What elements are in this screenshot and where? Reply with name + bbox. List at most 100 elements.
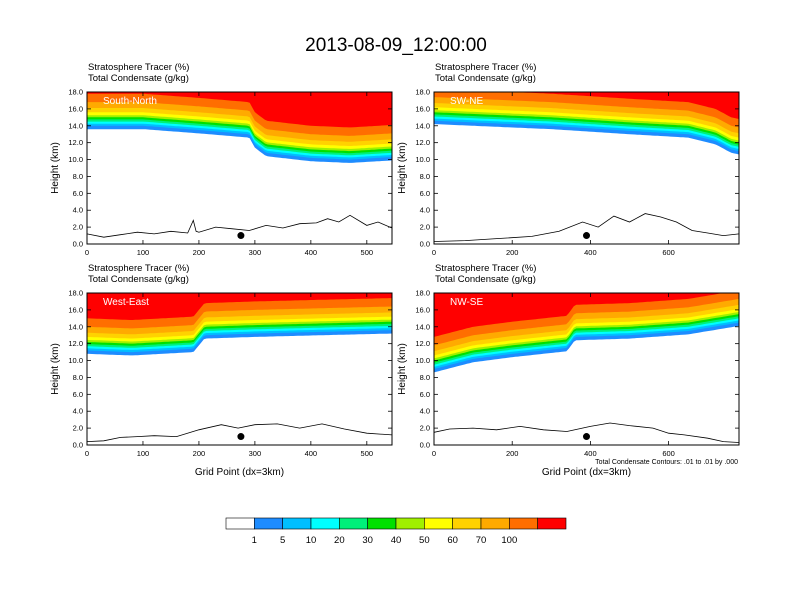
y-tick-label: 6.0 — [73, 189, 83, 198]
y-tick-label: 2.0 — [420, 424, 430, 433]
colorbar-swatch — [254, 517, 283, 530]
colorbar-swatch — [367, 517, 397, 530]
y-tick-label: 10.0 — [68, 356, 83, 365]
subtitle-tracer: Stratosphere Tracer (%) — [435, 62, 536, 73]
y-tick-label: 14.0 — [415, 121, 430, 130]
tracer-field — [87, 293, 392, 442]
y-tick-label: 18.0 — [68, 88, 83, 97]
y-tick-label: 12.0 — [68, 339, 83, 348]
y-axis-label: Height (km) — [50, 343, 61, 395]
y-tick-label: 0.0 — [73, 240, 83, 249]
x-tick-label: 0 — [85, 248, 89, 257]
subtitle-tracer: Stratosphere Tracer (%) — [88, 263, 189, 274]
colorbar-label: 30 — [362, 535, 373, 546]
x-tick-label: 300 — [249, 449, 262, 458]
x-tick-label: 600 — [662, 248, 675, 257]
tracer-band-11 — [87, 293, 392, 320]
plot-frame — [433, 91, 740, 245]
y-tick-label: 4.0 — [73, 407, 83, 416]
y-tick-label: 16.0 — [68, 305, 83, 314]
y-tick-label: 4.0 — [420, 206, 430, 215]
y-tick-label: 6.0 — [73, 390, 83, 399]
y-tick-label: 18.0 — [415, 289, 430, 298]
tracer-field — [434, 293, 739, 443]
colorbar-swatch — [509, 517, 538, 530]
tracer-band-11 — [434, 92, 739, 119]
x-tick-label: 400 — [305, 248, 318, 257]
y-tick-label: 14.0 — [415, 322, 430, 331]
footnote: Total Condensate Contours: .01 to .01 by… — [595, 459, 738, 466]
subtitle-condensate: Total Condensate (g/kg) — [435, 274, 536, 285]
x-tick-label: 0 — [432, 248, 436, 257]
colorbar-swatch — [395, 517, 425, 530]
x-tick-label: 400 — [584, 449, 597, 458]
y-tick-label: 16.0 — [68, 104, 83, 113]
y-axis-label: Height (km) — [50, 142, 61, 194]
terrain-line — [434, 422, 739, 443]
y-tick-label: 6.0 — [420, 390, 430, 399]
panel-label: NW-SE — [450, 297, 483, 308]
y-tick-label: 2.0 — [73, 223, 83, 232]
terrain-line — [87, 214, 392, 238]
figure-title: 2013-08-09_12:00:00 — [305, 35, 487, 56]
plot-frame — [86, 91, 393, 245]
tracer-band-11 — [434, 293, 739, 337]
x-tick-label: 200 — [193, 449, 206, 458]
colorbar-swatch — [452, 517, 482, 530]
colorbar: 1 5 10 20 30 40 50 60 70 100 — [225, 517, 567, 546]
y-tick-label: 12.0 — [415, 138, 430, 147]
colorbar-swatch — [339, 517, 368, 530]
subtitle-tracer: Stratosphere Tracer (%) — [88, 62, 189, 73]
subtitle-condensate: Total Condensate (g/kg) — [88, 73, 189, 84]
y-axis-label: Height (km) — [397, 142, 408, 194]
colorbar-label: 40 — [391, 535, 402, 546]
y-tick-label: 10.0 — [68, 155, 83, 164]
colorbar-swatch — [480, 517, 510, 530]
colorbar-swatch — [310, 517, 340, 530]
x-axis-label: Grid Point (dx=3km) — [195, 467, 284, 478]
y-tick-label: 0.0 — [420, 441, 430, 450]
colorbar-label: 70 — [476, 535, 487, 546]
y-tick-label: 8.0 — [420, 373, 430, 382]
x-tick-label: 0 — [432, 449, 436, 458]
colorbar-label: 60 — [447, 535, 458, 546]
colorbar-label: 10 — [306, 535, 317, 546]
x-tick-label: 0 — [85, 449, 89, 458]
y-tick-label: 6.0 — [420, 189, 430, 198]
y-tick-label: 2.0 — [420, 223, 430, 232]
y-tick-label: 8.0 — [73, 373, 83, 382]
x-tick-label: 500 — [361, 449, 374, 458]
x-tick-label: 400 — [584, 248, 597, 257]
x-tick-label: 200 — [506, 248, 519, 257]
location-marker — [237, 232, 245, 240]
x-tick-label: 400 — [305, 449, 318, 458]
x-axis-label: Grid Point (dx=3km) — [542, 467, 631, 478]
y-tick-label: 14.0 — [68, 121, 83, 130]
y-tick-label: 12.0 — [68, 138, 83, 147]
y-tick-label: 8.0 — [73, 172, 83, 181]
colorbar-label: 100 — [501, 535, 517, 546]
x-tick-label: 100 — [137, 248, 150, 257]
x-tick-label: 200 — [193, 248, 206, 257]
tracer-field — [434, 92, 739, 242]
location-marker — [237, 433, 245, 441]
colorbar-label: 50 — [419, 535, 430, 546]
subtitle-condensate: Total Condensate (g/kg) — [88, 274, 189, 285]
terrain-line — [434, 213, 739, 242]
y-tick-label: 4.0 — [420, 407, 430, 416]
subtitle-tracer: Stratosphere Tracer (%) — [435, 263, 536, 274]
x-tick-label: 600 — [662, 449, 675, 458]
x-tick-label: 300 — [249, 248, 262, 257]
x-tick-label: 100 — [137, 449, 150, 458]
panel-label: South-North — [103, 96, 157, 107]
x-tick-label: 200 — [506, 449, 519, 458]
location-marker — [583, 232, 590, 240]
y-tick-label: 10.0 — [415, 356, 430, 365]
colorbar-swatch — [424, 517, 453, 530]
terrain-line — [87, 423, 392, 442]
y-tick-label: 0.0 — [420, 240, 430, 249]
y-tick-label: 10.0 — [415, 155, 430, 164]
y-tick-label: 16.0 — [415, 305, 430, 314]
y-tick-label: 12.0 — [415, 339, 430, 348]
